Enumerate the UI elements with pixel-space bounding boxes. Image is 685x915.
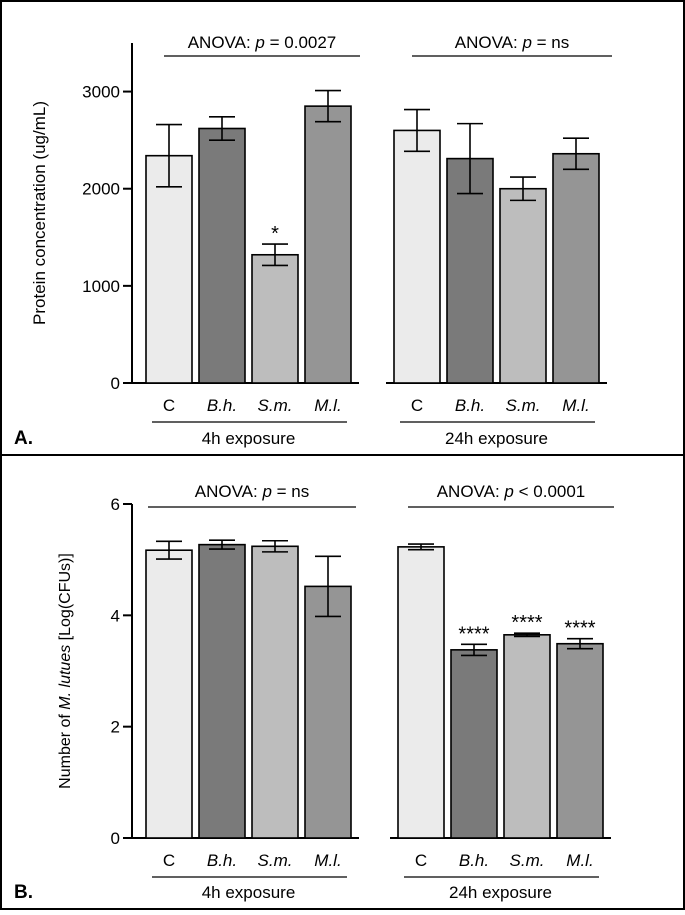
x-tick-label: M.l. <box>562 396 589 415</box>
significance-marker: * <box>271 223 279 245</box>
x-tick-label: C <box>163 851 175 870</box>
anova-prefix: ANOVA: <box>195 482 263 501</box>
bar <box>393 129 441 384</box>
anova-p: p <box>503 482 513 501</box>
y-axis-label: Number of M. lutues [Log(CFUs)] <box>57 553 74 789</box>
y-axis-label-italic: M. lutues <box>57 645 74 710</box>
x-tick-label: M.l. <box>314 396 341 415</box>
x-tick-label: C <box>163 396 175 415</box>
anova-p: p <box>261 482 271 501</box>
anova-label: ANOVA: p = ns <box>455 33 570 52</box>
panel-a: 0 1000 2000 3000 Protein concentration (ug/m… <box>14 33 612 449</box>
panel-label: A. <box>14 428 33 449</box>
y-tick-label: 6 <box>111 495 120 514</box>
significance-marker: **** <box>511 612 542 634</box>
bar <box>499 187 547 384</box>
x-tick-label: C <box>415 851 427 870</box>
x-tick-label: S.m. <box>258 396 293 415</box>
y-tick-label: 0 <box>111 374 120 393</box>
significance-marker: **** <box>458 623 489 645</box>
group-label: 4h exposure <box>202 429 296 448</box>
x-tick-label: S.m. <box>258 851 293 870</box>
anova-suffix: = 0.0027 <box>265 33 336 52</box>
anova-p: p <box>521 33 531 52</box>
bar <box>503 634 551 839</box>
y-tick-label: 1000 <box>82 277 120 296</box>
bar <box>556 642 604 839</box>
anova-suffix: < 0.0001 <box>514 482 585 501</box>
anova-suffix: = ns <box>272 482 309 501</box>
y-axis-label-prefix: Number of <box>57 710 74 789</box>
y-axis-label: Protein concentration (ug/mL) <box>30 101 49 325</box>
anova-label: ANOVA: p = 0.0027 <box>188 33 337 52</box>
anova-p: p <box>254 33 264 52</box>
y-tick-label: 2000 <box>82 180 120 199</box>
bar <box>251 545 299 839</box>
x-tick-label: B.h. <box>459 851 489 870</box>
x-tick-label: B.h. <box>455 396 485 415</box>
anova-prefix: ANOVA: <box>455 33 523 52</box>
anova-prefix: ANOVA: <box>437 482 505 501</box>
significance-marker: **** <box>564 618 595 640</box>
bar <box>552 152 600 384</box>
bar <box>397 546 445 839</box>
bar <box>145 549 193 839</box>
group-label: 4h exposure <box>202 883 296 902</box>
x-tick-label: B.h. <box>207 851 237 870</box>
anova-prefix: ANOVA: <box>188 33 256 52</box>
bar <box>450 649 498 839</box>
bar <box>304 585 352 839</box>
panel-label: B. <box>14 882 33 903</box>
y-tick-label: 4 <box>111 606 120 625</box>
bar <box>198 127 246 384</box>
group-label: 24h exposure <box>449 883 552 902</box>
x-tick-label: M.l. <box>314 851 341 870</box>
y-tick-label: 2 <box>111 718 120 737</box>
y-tick-label: 0 <box>111 829 120 848</box>
bar <box>251 253 299 384</box>
anova-label: ANOVA: p = ns <box>195 482 310 501</box>
bar <box>304 105 352 384</box>
x-tick-label: S.m. <box>510 851 545 870</box>
y-tick-label: 3000 <box>82 83 120 102</box>
group-label: 24h exposure <box>445 429 548 448</box>
anova-suffix: = ns <box>532 33 569 52</box>
x-tick-label: S.m. <box>506 396 541 415</box>
anova-label: ANOVA: p < 0.0001 <box>437 482 586 501</box>
panel-b: 0 2 4 6 Number of M. lutues [Log(CFUs)] C B.h.… <box>14 482 614 903</box>
x-tick-label: B.h. <box>207 396 237 415</box>
x-tick-label: C <box>411 396 423 415</box>
bar <box>446 157 494 384</box>
bar <box>145 154 193 384</box>
bar <box>198 543 246 839</box>
x-tick-label: M.l. <box>566 851 593 870</box>
y-axis-label-suffix: [Log(CFUs)] <box>57 553 74 645</box>
